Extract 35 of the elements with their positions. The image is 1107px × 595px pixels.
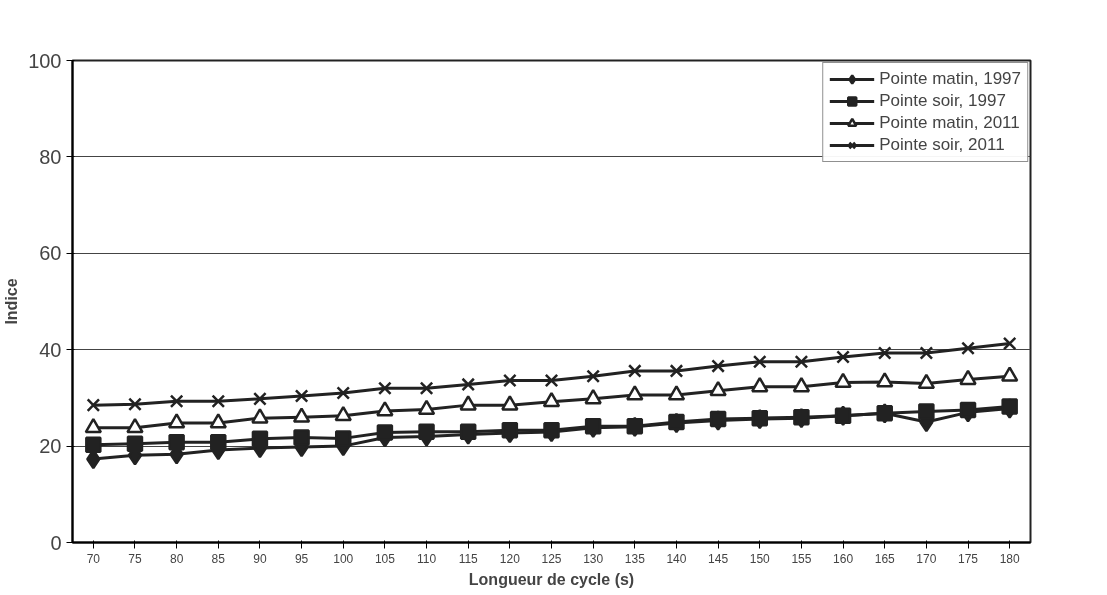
x-tick-label: 90: [253, 551, 267, 566]
x-tick-label: 145: [708, 551, 729, 566]
legend-label: Pointe soir, 1997: [879, 91, 1006, 111]
x-tick-label: 170: [916, 551, 937, 566]
x-tick-label: 140: [666, 551, 687, 566]
x-tick-label: 160: [833, 551, 854, 566]
x-tick-label: 105: [374, 551, 396, 566]
y-tick-label: 60: [39, 242, 62, 265]
x-tick-label: 70: [86, 551, 101, 566]
y-tick-label: 0: [50, 531, 62, 554]
x-tick-label: 110: [416, 551, 437, 566]
x-tick-label: 80: [169, 551, 184, 566]
y-tick-label: 40: [39, 338, 62, 361]
y-tick-label: 100: [28, 49, 62, 72]
x-tick-label: 85: [211, 551, 226, 566]
x-tick-label: 175: [958, 551, 979, 566]
x-tick-label: 165: [874, 551, 896, 566]
x-tick-label: 100: [333, 551, 354, 566]
x-axis-title: Longueur de cycle (s): [468, 570, 635, 588]
x-tick-label: 120: [499, 551, 521, 566]
x-tick-label: 150: [749, 551, 771, 566]
x-tick-label: 115: [458, 551, 479, 566]
x-tick-label: 125: [541, 551, 562, 566]
x-tick-label: 180: [999, 551, 1021, 566]
x-tick-label: 155: [791, 551, 812, 566]
y-tick-label: 80: [39, 145, 62, 168]
y-axis-title: Indice: [3, 278, 21, 325]
legend-label: Pointe soir, 2011: [879, 135, 1005, 155]
x-tick-label: 95: [294, 551, 309, 566]
x-tick-label: 135: [624, 551, 646, 566]
x-tick-label: 75: [128, 551, 142, 566]
legend-label: Pointe matin, 1997: [879, 69, 1021, 89]
x-tick-label: 130: [583, 551, 604, 566]
legend-label: Pointe matin, 2011: [879, 113, 1020, 133]
y-tick-label: 20: [39, 435, 62, 458]
